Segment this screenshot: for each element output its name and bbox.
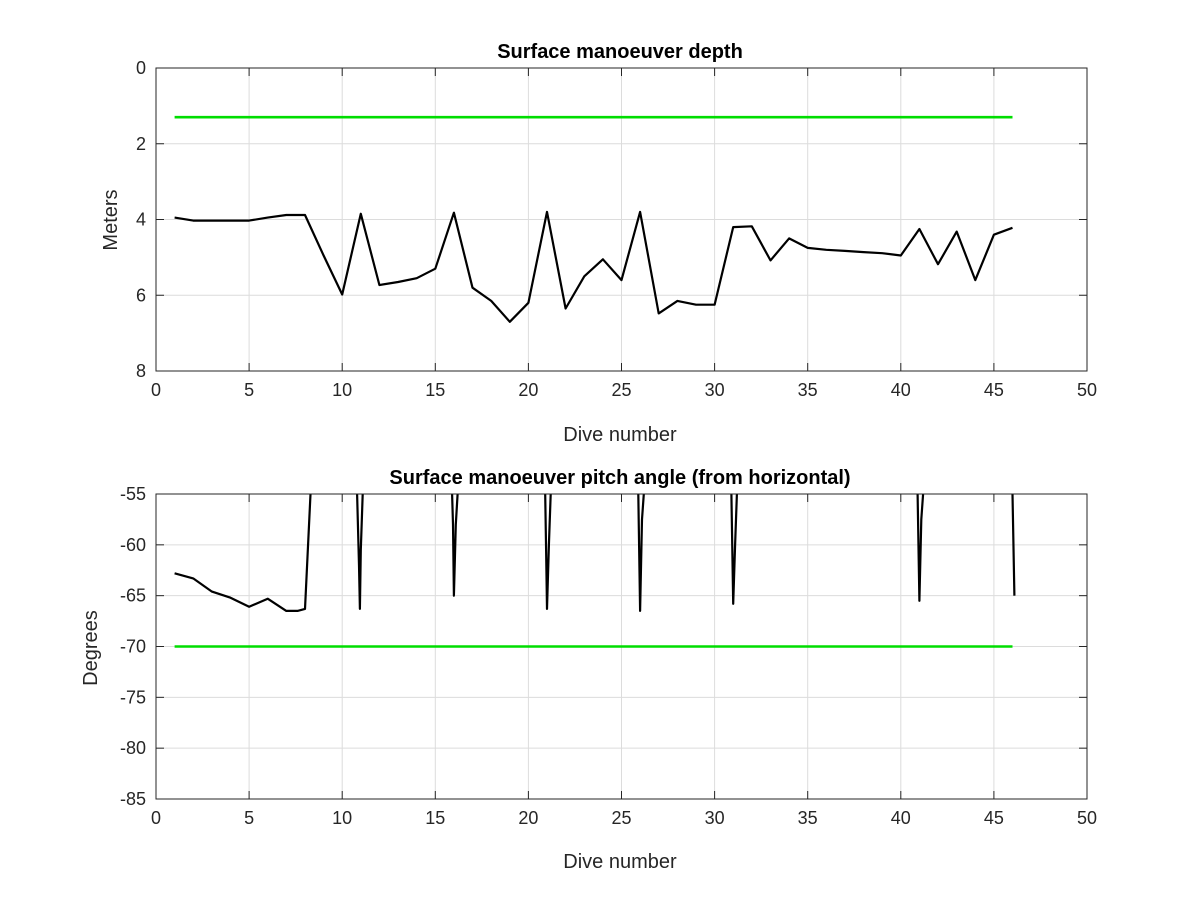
depth-chart: Surface manoeuver depth Dive number Mete… <box>100 41 1097 446</box>
pitch-chart: Surface manoeuver pitch angle (from hori… <box>80 467 1097 873</box>
depth-xtick-label: 35 <box>798 380 818 400</box>
depth-xtick-label: 40 <box>891 380 911 400</box>
pitch-chart-xlabel: Dive number <box>563 851 677 873</box>
pitch-ytick-label: -85 <box>120 789 146 809</box>
pitch-ytick-label: -80 <box>120 738 146 758</box>
depth-chart-xlabel: Dive number <box>563 424 677 446</box>
pitch-chart-ylabel: Degrees <box>80 610 102 686</box>
pitch-xtick-label: 25 <box>611 808 631 828</box>
depth-chart-ylabel: Meters <box>100 189 122 250</box>
depth-xtick-label: 20 <box>518 380 538 400</box>
pitch-ytick-label: -75 <box>120 687 146 707</box>
depth-ytick-label: 8 <box>136 361 146 381</box>
pitch-ytick-label: -65 <box>120 586 146 606</box>
depth-chart-title: Surface manoeuver depth <box>497 41 743 63</box>
pitch-xtick-label: 35 <box>798 808 818 828</box>
depth-xtick-label: 15 <box>425 380 445 400</box>
pitch-ytick-label: -60 <box>120 535 146 555</box>
depth-xtick-label: 0 <box>151 380 161 400</box>
depth-ytick-label: 0 <box>136 58 146 78</box>
depth-xtick-label: 5 <box>244 380 254 400</box>
depth-series-line-1 <box>174 210 1013 323</box>
pitch-xtick-label: 5 <box>244 808 254 828</box>
depth-xtick-label: 25 <box>611 380 631 400</box>
depth-xtick-label: 50 <box>1077 380 1097 400</box>
depth-ytick-label: 2 <box>136 134 146 154</box>
pitch-chart-title: Surface manoeuver pitch angle (from hori… <box>389 467 850 489</box>
pitch-xtick-label: 30 <box>705 808 725 828</box>
depth-ytick-label: 4 <box>136 210 146 230</box>
depth-xtick-label: 45 <box>984 380 1004 400</box>
depth-xtick-label: 30 <box>705 380 725 400</box>
pitch-xtick-label: 15 <box>425 808 445 828</box>
pitch-series-line-1 <box>174 494 1016 613</box>
pitch-xtick-label: 40 <box>891 808 911 828</box>
pitch-ytick-label: -70 <box>120 637 146 657</box>
depth-ytick-label: 6 <box>136 285 146 305</box>
depth-xtick-label: 10 <box>332 380 352 400</box>
pitch-xtick-label: 20 <box>518 808 538 828</box>
pitch-xtick-label: 45 <box>984 808 1004 828</box>
pitch-xtick-label: 0 <box>151 808 161 828</box>
pitch-xtick-label: 10 <box>332 808 352 828</box>
pitch-ytick-label: -55 <box>120 484 146 504</box>
pitch-xtick-label: 50 <box>1077 808 1097 828</box>
